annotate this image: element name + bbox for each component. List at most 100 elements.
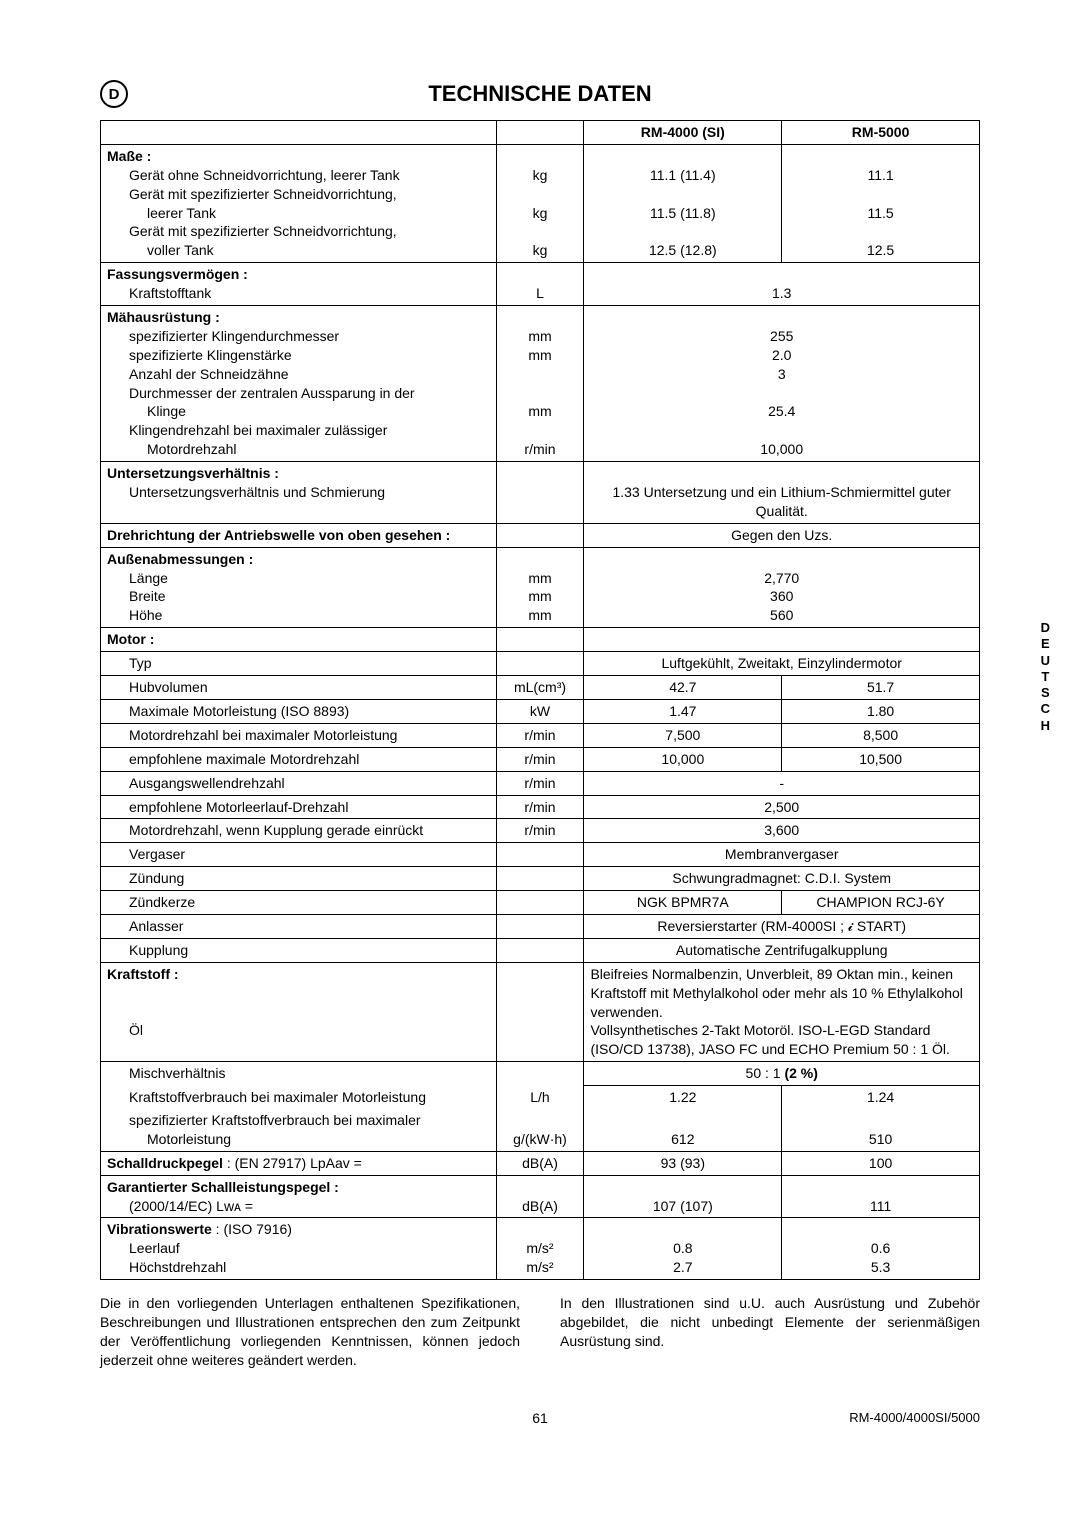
mah-r4-val: 25.4: [768, 403, 795, 419]
vib-r2: Höchstdrehzahl: [107, 1258, 490, 1277]
motor-emax-unit: r/min: [496, 747, 584, 771]
schall-row: Schalldruckpegel : (EN 27917) LpAav = dB…: [101, 1151, 980, 1175]
mah-r1-val: 255: [770, 328, 793, 344]
masse-r2-unit: kg: [533, 205, 548, 221]
dreh-section: Drehrichtung der Antriebswelle von oben …: [101, 523, 980, 547]
motor-kup-label: Kupplung: [107, 941, 490, 960]
aussen-r1-val: 2,770: [764, 570, 799, 586]
kraft-kv1-v1: 1.22: [584, 1086, 782, 1109]
kraft-val: Bleifreies Normalbenzin, Unverbleit, 89 …: [590, 966, 962, 1020]
motor-kup: Kupplung Automatische Zentrifugalkupplun…: [101, 938, 980, 962]
motor-hub-v2: 51.7: [782, 676, 980, 700]
schall-v1: 93 (93): [584, 1151, 782, 1175]
motor-zund-label: Zündung: [107, 869, 490, 888]
unter-r1-label: Untersetzungsverhältnis und Schmierung: [107, 483, 490, 502]
side-tab-letter: S: [1041, 685, 1050, 701]
kraft-kv1: Kraftstoffverbrauch bei maximaler Motorl…: [101, 1086, 980, 1109]
spec-table: RM-4000 (SI) RM-5000 Maße : Gerät ohne S…: [100, 120, 980, 1280]
motor-rpmmax-v1: 7,500: [584, 723, 782, 747]
mah-r5-val: 10,000: [760, 441, 803, 457]
vib-title: Vibrationswerte: [107, 1221, 212, 1237]
gschall-v1: 107 (107): [653, 1198, 713, 1214]
motor-leer: empfohlene Motorleerlauf-Drehzahl r/min …: [101, 795, 980, 819]
motor-emax-v1: 10,000: [584, 747, 782, 771]
motor-aus-val: -: [584, 771, 980, 795]
motor-kupp-unit: r/min: [496, 819, 584, 843]
side-tab-letter: H: [1041, 718, 1050, 734]
mah-r1-unit: mm: [528, 328, 551, 344]
page-footer: 61 RM-4000/4000SI/5000: [100, 1410, 980, 1430]
motor-anl-label: Anlasser: [107, 917, 490, 936]
masse-r3-v2: 12.5: [867, 242, 894, 258]
header-model2: RM-5000: [782, 121, 980, 145]
motor-zk: Zündkerze NGK BPMR7A CHAMPION RCJ-6Y: [101, 891, 980, 915]
vib-r2-v2: 5.3: [871, 1259, 890, 1275]
vib-r2-unit: m/s²: [526, 1259, 553, 1275]
vib-r1-unit: m/s²: [526, 1240, 553, 1256]
footnotes: Die in den vorliegenden Unterlagen entha…: [100, 1294, 980, 1370]
motor-kupp-label: Motordrehzahl, wenn Kupplung gerade einr…: [107, 821, 490, 840]
header-row: RM-4000 (SI) RM-5000: [101, 121, 980, 145]
motor-hub-unit: mL(cm³): [496, 676, 584, 700]
motor-maxl-v2: 1.80: [782, 699, 980, 723]
aussen-r1: Länge: [107, 569, 490, 588]
kraft-kv1-v2: 1.24: [782, 1086, 980, 1109]
motor-typ: Typ Luftgekühlt, Zweitakt, Einzylindermo…: [101, 652, 980, 676]
motor-typ-label: Typ: [107, 654, 490, 673]
schall-title: Schalldruckpegel: [107, 1155, 223, 1171]
header-unit: [496, 121, 584, 145]
motor-verg-label: Vergaser: [107, 845, 490, 864]
motor-maxl-v1: 1.47: [584, 699, 782, 723]
motor-emax-label: empfohlene maximale Motordrehzahl: [107, 750, 490, 769]
page-title: TECHNISCHE DATEN: [168, 81, 912, 107]
motor-hub-label: Hubvolumen: [107, 678, 490, 697]
schall-unit: dB(A): [496, 1151, 584, 1175]
motor-zund-val: Schwungradmagnet: C.D.I. System: [584, 867, 980, 891]
mah-r2-label: spezifizierte Klingenstärke: [107, 346, 490, 365]
side-language-tab: D E U T S C H: [1041, 620, 1050, 734]
gschall-row: Garantierter Schallleistungspegel : (200…: [101, 1175, 980, 1218]
unter-title: Untersetzungsverhältnis :: [107, 465, 279, 481]
motor-rpmmax-unit: r/min: [496, 723, 584, 747]
motor-emax-v2: 10,500: [782, 747, 980, 771]
gschall-title: Garantierter Schallleistungspegel :: [107, 1179, 339, 1195]
side-tab-letter: E: [1041, 636, 1050, 652]
masse-title: Maße :: [107, 148, 151, 164]
masse-r1-v1: 11.1 (11.4): [650, 167, 716, 183]
motor-hub: Hubvolumen mL(cm³) 42.7 51.7: [101, 676, 980, 700]
aussen-title: Außenabmessungen :: [107, 551, 253, 567]
motor-maxl: Maximale Motorleistung (ISO 8893) kW 1.4…: [101, 699, 980, 723]
mah-r5-unit: r/min: [524, 441, 555, 457]
kraft-kv2-v2: 510: [869, 1131, 892, 1147]
masse-r3-v1: 12.5 (12.8): [649, 242, 717, 258]
masse-r1-unit: kg: [533, 167, 548, 183]
kraft-mix-val: 50 : 1 (2 %): [746, 1065, 818, 1081]
gschall-sub: (2000/14/EC) Lᴡᴀ =: [107, 1197, 490, 1216]
header: D TECHNISCHE DATEN: [100, 80, 980, 108]
vib-r1-v1: 0.8: [673, 1240, 692, 1256]
kraft-kv2: spezifizierter Kraftstoffverbrauch bei m…: [101, 1109, 980, 1151]
aussen-r3: Höhe: [107, 606, 490, 625]
masse-r2-label: Gerät mit spezifizierter Schneidvorricht…: [107, 185, 490, 204]
motor-aus-label: Ausgangswellendrehzahl: [107, 774, 490, 793]
schall-v2: 100: [782, 1151, 980, 1175]
kraft-kv2-label: spezifizierter Kraftstoffverbrauch bei m…: [107, 1111, 490, 1130]
motor-rpmmax: Motordrehzahl bei maximaler Motorleistun…: [101, 723, 980, 747]
mah-title: Mähausrüstung :: [107, 309, 220, 325]
aussen-r2: Breite: [107, 587, 490, 606]
footnote-1: Die in den vorliegenden Unterlagen entha…: [100, 1294, 520, 1370]
vib-row: Vibrationswerte : (ISO 7916) Leerlauf Hö…: [101, 1218, 980, 1280]
model-footer: RM-4000/4000SI/5000: [849, 1410, 980, 1425]
vib-r1-v2: 0.6: [871, 1240, 890, 1256]
page-number: 61: [100, 1410, 980, 1426]
motor-verg: Vergaser Membranvergaser: [101, 843, 980, 867]
mah-r4-label2: Klinge: [107, 402, 490, 421]
side-tab-letter: C: [1041, 701, 1050, 717]
motor-emax: empfohlene maximale Motordrehzahl r/min …: [101, 747, 980, 771]
side-tab-letter: T: [1041, 669, 1050, 685]
vib-r1: Leerlauf: [107, 1239, 490, 1258]
motor-kup-val: Automatische Zentrifugalkupplung: [584, 938, 980, 962]
mah-r4-unit: mm: [528, 403, 551, 419]
motor-zk-v1: NGK BPMR7A: [584, 891, 782, 915]
vib-r2-v1: 2.7: [673, 1259, 692, 1275]
